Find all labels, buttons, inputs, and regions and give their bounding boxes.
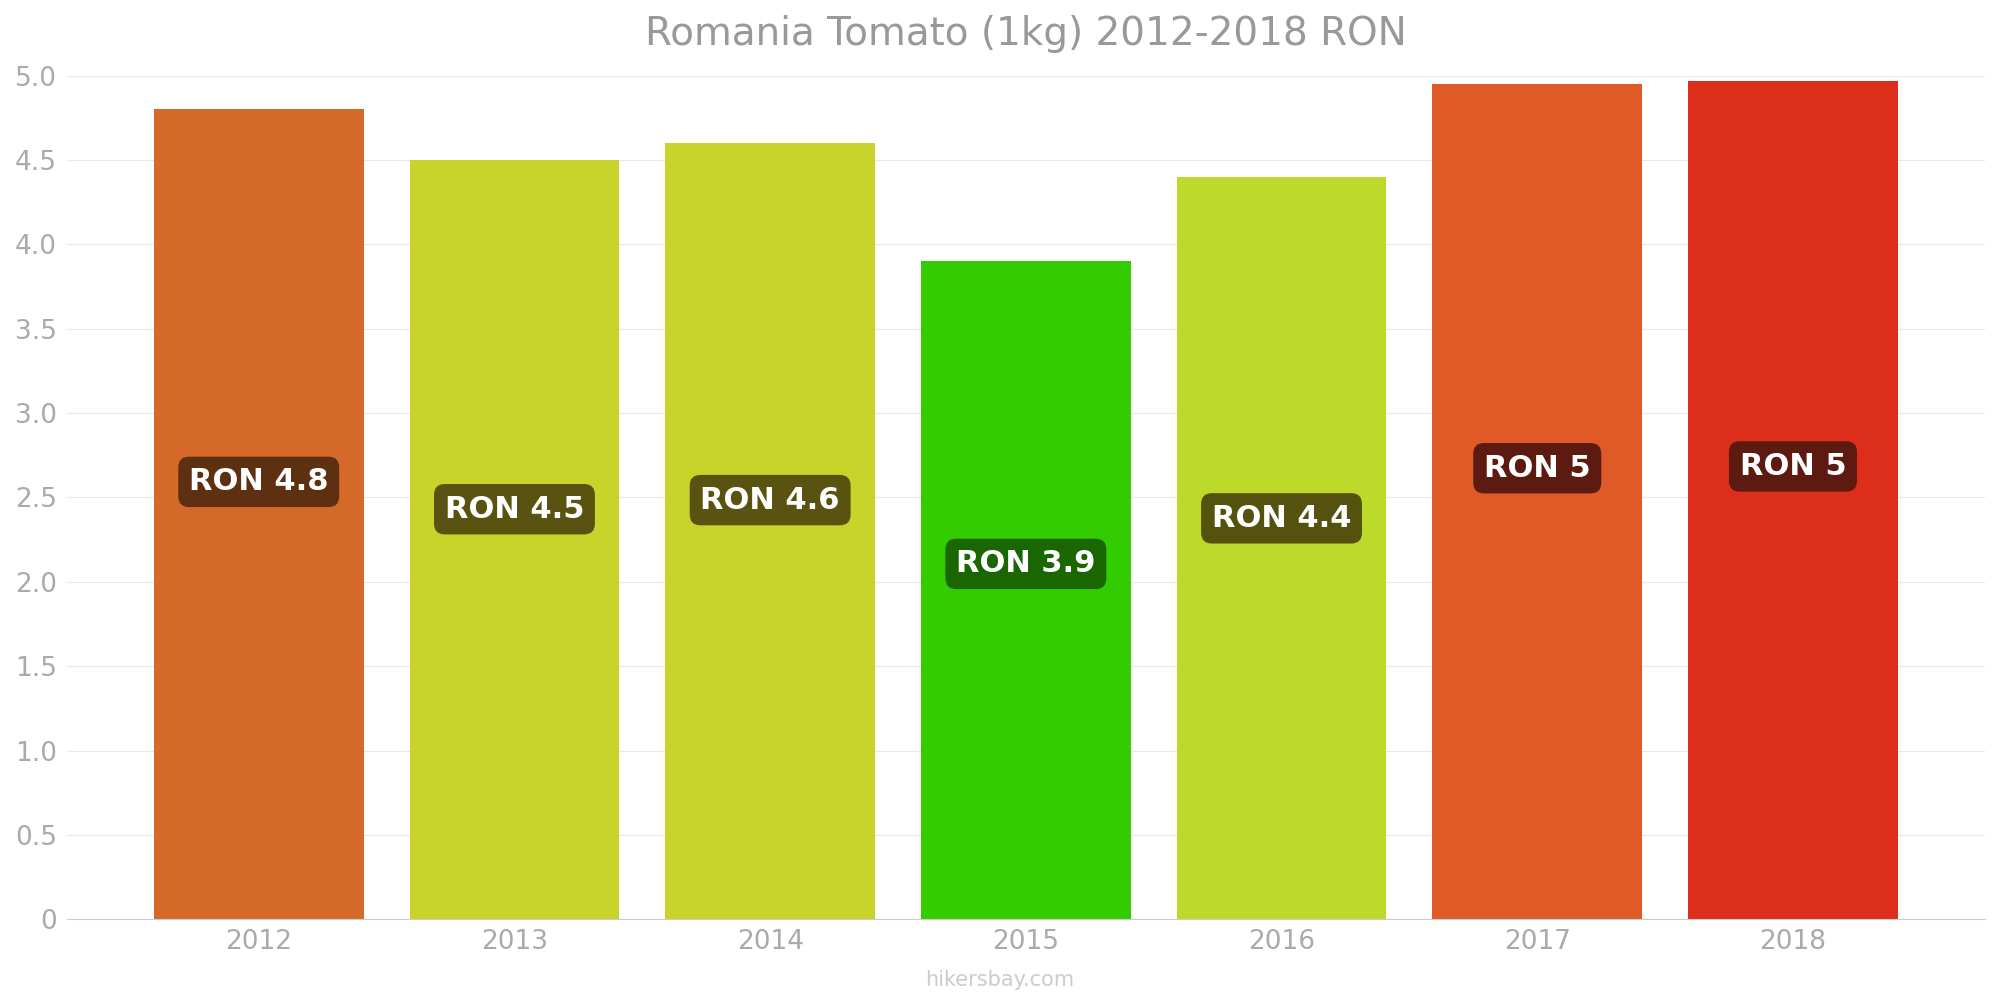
Text: RON 3.9: RON 3.9 [956, 549, 1096, 578]
Bar [922, 261, 1130, 919]
Text: RON 5: RON 5 [1484, 454, 1590, 483]
Bar [1176, 177, 1386, 919]
Text: RON 4.4: RON 4.4 [1212, 504, 1352, 533]
Bar [410, 160, 620, 919]
Text: RON 4.5: RON 4.5 [444, 495, 584, 524]
Title: Romania Tomato (1kg) 2012-2018 RON: Romania Tomato (1kg) 2012-2018 RON [644, 15, 1406, 53]
Bar [1432, 84, 1642, 919]
Bar [1688, 81, 1898, 919]
Bar [666, 143, 874, 919]
Bar [154, 109, 364, 919]
Text: hikersbay.com: hikersbay.com [926, 970, 1074, 990]
Text: RON 5: RON 5 [1740, 452, 1846, 481]
Text: RON 4.6: RON 4.6 [700, 486, 840, 515]
Text: RON 4.8: RON 4.8 [190, 467, 328, 496]
